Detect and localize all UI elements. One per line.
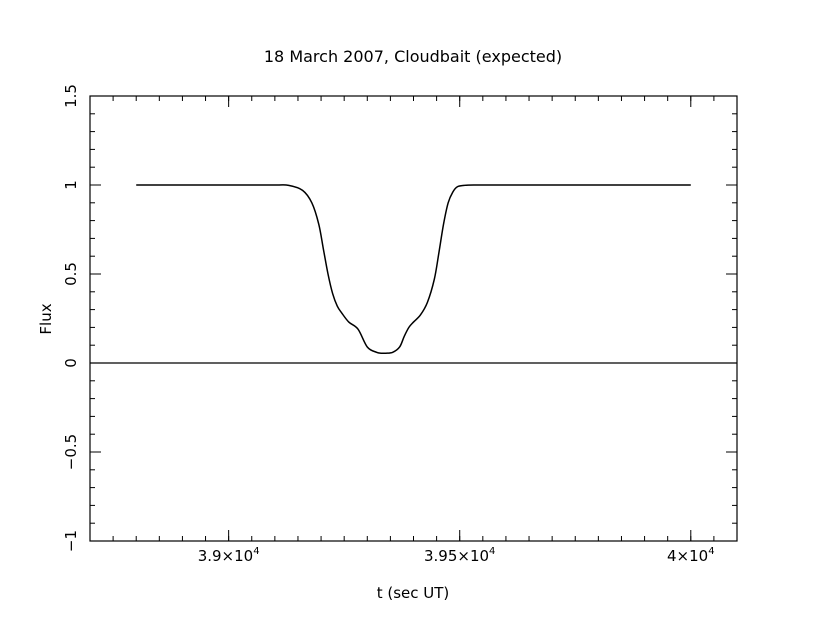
y-tick-label: 1.5 [62,84,80,108]
y-tick-label: 1 [62,180,80,190]
x-tick-label: 3.95×104 [424,546,495,565]
plot-frame [89,95,738,542]
y-tick-label: 0.5 [62,262,80,286]
x-axis-label: t (sec UT) [377,584,450,602]
y-tick-label: −1 [62,530,80,552]
y-tick-label: 0 [62,358,80,368]
x-tick-label: 3.9×104 [198,546,260,565]
plot-area: −1 −0.5 0 0.5 1 1.5 3.9×104 3.95×104 4×104 [62,84,738,565]
x-tick-label: 4×104 [667,546,715,565]
flux-series-line [136,184,691,355]
y-axis-label: Flux [37,303,55,334]
y-tick-label: −0.5 [62,434,80,470]
chart-title: 18 March 2007, Cloudbait (expected) [264,47,562,66]
